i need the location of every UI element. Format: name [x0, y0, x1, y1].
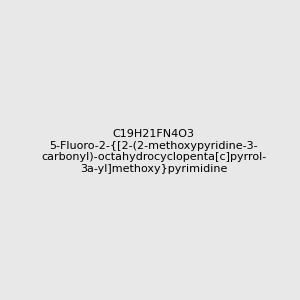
Text: C19H21FN4O3
5-Fluoro-2-{[2-(2-methoxypyridine-3-
carbonyl)-octahydrocyclopenta[c: C19H21FN4O3 5-Fluoro-2-{[2-(2-methoxypyr… [41, 129, 266, 174]
